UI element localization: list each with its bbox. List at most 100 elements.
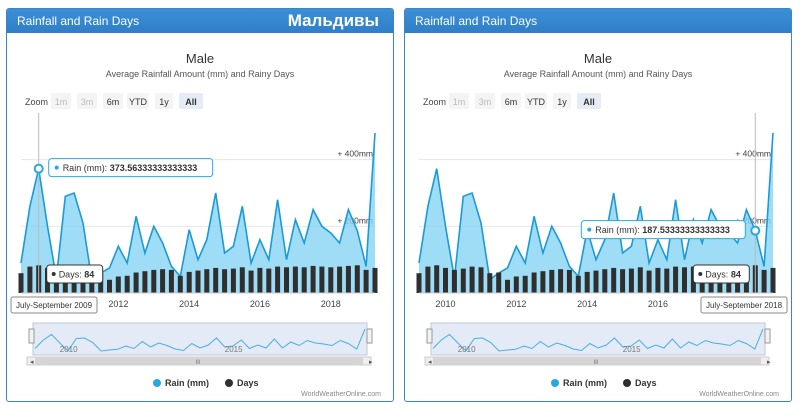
days-bar[interactable] — [487, 273, 493, 293]
zoom-button-1y[interactable] — [553, 93, 571, 109]
zoom-button-label: 1y — [557, 97, 567, 107]
days-bar[interactable] — [611, 267, 617, 293]
days-bar[interactable] — [682, 267, 687, 293]
days-bar[interactable] — [204, 269, 210, 293]
days-bar[interactable] — [354, 265, 360, 293]
zoom-button-label: YTD — [527, 97, 546, 107]
days-bar[interactable] — [673, 266, 679, 293]
days-bar[interactable] — [168, 269, 174, 293]
days-bar[interactable] — [257, 267, 263, 293]
zoom-button-6m[interactable] — [103, 93, 123, 109]
navigator[interactable] — [430, 322, 766, 356]
days-bar[interactable] — [301, 267, 307, 293]
navigator-handle-right[interactable] — [764, 328, 771, 344]
days-bar[interactable] — [469, 266, 475, 293]
days-bar[interactable] — [142, 271, 148, 293]
days-bar[interactable] — [425, 266, 431, 293]
days-bar[interactable] — [319, 266, 325, 293]
legend-days-label[interactable]: Days — [635, 378, 657, 388]
days-bar[interactable] — [628, 268, 634, 293]
days-bar[interactable] — [593, 270, 599, 293]
days-bar[interactable] — [124, 275, 130, 293]
days-bar[interactable] — [115, 276, 121, 294]
tooltip-rain-text: Rain (mm): 187.53333333333333 — [595, 225, 730, 235]
days-bar[interactable] — [195, 270, 201, 293]
legend-rain-label[interactable]: Rain (mm) — [563, 378, 607, 388]
days-bar[interactable] — [451, 269, 457, 293]
scroll-left-icon[interactable]: ◂ — [428, 359, 432, 366]
days-bar[interactable] — [151, 269, 157, 293]
days-bar[interactable] — [549, 269, 555, 293]
days-bar[interactable] — [664, 268, 670, 293]
days-bar[interactable] — [584, 271, 590, 293]
date-label-text: July-September 2018 — [706, 301, 783, 310]
days-bar[interactable] — [620, 269, 626, 293]
rainfall-chart[interactable]: Male Average Rainfall Amount (mm) and Rai… — [7, 33, 393, 401]
days-bar[interactable] — [531, 272, 537, 294]
scrollbar-thumb[interactable] — [433, 357, 761, 365]
days-bar[interactable] — [213, 267, 219, 293]
days-bar[interactable] — [770, 267, 776, 293]
days-bar[interactable] — [443, 267, 448, 293]
navigator-tick-label: 2015 — [225, 345, 243, 354]
scroll-right-icon[interactable]: ▸ — [767, 359, 771, 366]
days-bar[interactable] — [230, 268, 236, 293]
days-bar[interactable] — [266, 268, 272, 293]
days-bar[interactable] — [363, 269, 369, 293]
zoom-button-all[interactable] — [577, 93, 601, 109]
days-bar[interactable] — [496, 272, 502, 294]
scroll-right-icon[interactable]: ▸ — [369, 359, 373, 366]
navigator-handle-right[interactable] — [366, 328, 373, 344]
days-bar[interactable] — [248, 270, 254, 293]
navigator-handle-left[interactable] — [426, 328, 433, 344]
days-bar[interactable] — [478, 267, 484, 293]
scrollbar-thumb[interactable] — [35, 357, 363, 365]
days-bar[interactable] — [460, 268, 466, 293]
days-bar[interactable] — [372, 267, 378, 293]
days-bar[interactable] — [434, 265, 440, 293]
days-bar[interactable] — [160, 269, 166, 293]
days-bar[interactable] — [328, 267, 334, 293]
days-bar[interactable] — [177, 275, 183, 293]
days-bar[interactable] — [222, 269, 228, 293]
days-bar[interactable] — [284, 267, 289, 293]
days-bar[interactable] — [513, 276, 519, 294]
days-bar[interactable] — [310, 265, 316, 293]
days-bar[interactable] — [18, 273, 24, 293]
legend-days-label[interactable]: Days — [237, 378, 259, 388]
zoom-button-1y[interactable] — [155, 93, 173, 109]
scroll-left-icon[interactable]: ◂ — [30, 359, 34, 366]
days-bar[interactable] — [416, 273, 422, 293]
days-bar[interactable] — [345, 265, 351, 293]
tooltip-rain-text: Rain (mm): 373.56333333333333 — [63, 163, 198, 173]
days-bar[interactable] — [575, 275, 581, 293]
days-bar[interactable] — [107, 279, 112, 293]
days-bar[interactable] — [566, 269, 572, 293]
days-bar[interactable] — [655, 267, 661, 293]
days-bar[interactable] — [558, 269, 564, 293]
zoom-button-ytd[interactable] — [525, 93, 547, 109]
zoom-button-label: 3m — [81, 97, 94, 107]
navigator-handle-left[interactable] — [28, 328, 35, 344]
rainfall-chart[interactable]: Male Average Rainfall Amount (mm) and Rai… — [405, 33, 791, 401]
days-bar[interactable] — [540, 271, 546, 293]
days-bar[interactable] — [505, 279, 510, 293]
days-bar[interactable] — [27, 266, 33, 293]
days-bar[interactable] — [239, 267, 245, 293]
navigator-tick-label: 2010 — [458, 345, 476, 354]
days-bar[interactable] — [637, 267, 643, 293]
zoom-button-ytd[interactable] — [127, 93, 149, 109]
days-bar[interactable] — [275, 266, 281, 293]
legend-rain-label[interactable]: Rain (mm) — [165, 378, 209, 388]
zoom-button-6m[interactable] — [501, 93, 521, 109]
days-bar[interactable] — [133, 272, 139, 294]
navigator[interactable] — [32, 322, 368, 356]
days-bar[interactable] — [602, 269, 608, 293]
zoom-button-all[interactable] — [179, 93, 203, 109]
days-bar[interactable] — [337, 266, 343, 293]
days-bar[interactable] — [761, 269, 767, 293]
days-bar[interactable] — [186, 271, 192, 293]
days-bar[interactable] — [646, 270, 652, 293]
days-bar[interactable] — [522, 275, 528, 293]
days-bar[interactable] — [292, 266, 298, 293]
